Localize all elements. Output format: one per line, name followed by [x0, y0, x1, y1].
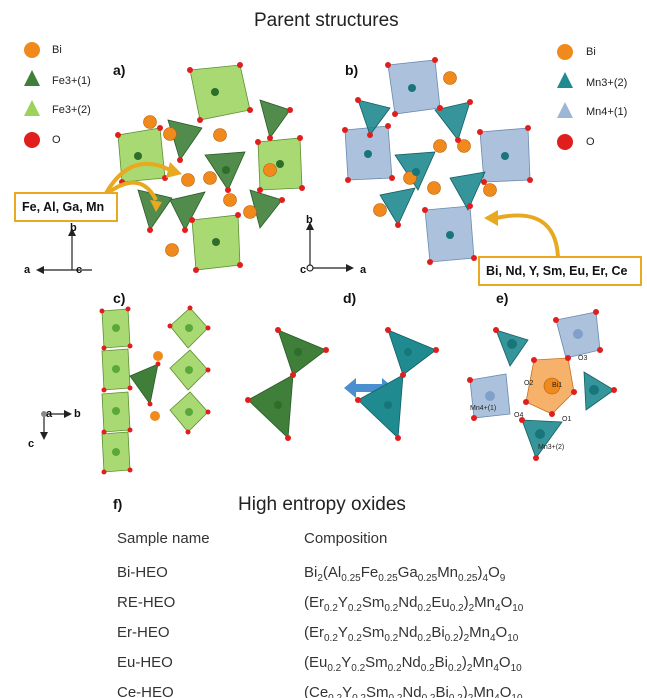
axis-c-c: c — [28, 438, 35, 450]
panel-a-structure — [115, 62, 305, 273]
legend-b-mn3: Mn3+(2) — [586, 77, 628, 89]
label-mn3: Mn3+(2) — [538, 444, 565, 451]
legend-a-o: O — [52, 134, 61, 146]
double-arrow-icon — [344, 378, 394, 398]
callout-a-elements: Fe, Al, Ga, Mn — [14, 192, 118, 222]
sample-name: Eu-HEO — [117, 654, 173, 671]
composition-formula: Bi2(Al0.25Fe0.25Ga0.25Mn0.25)4O9 — [304, 564, 506, 584]
legend-a-fe1: Fe3+(1) — [52, 75, 91, 87]
composition-formula: (Er0.2Y0.2Sm0.2Nd0.2Eu0.2)2Mn4O10 — [304, 594, 524, 614]
axis-b-b: b — [306, 214, 313, 226]
sample-name: Er-HEO — [117, 624, 170, 641]
panel-f-label: f) — [113, 496, 123, 512]
panel-c-label: c) — [113, 290, 126, 306]
label-o2: O2 — [524, 380, 534, 387]
fe2-octahedron-icon — [24, 100, 40, 116]
label-mn4: Mn4+(1) — [470, 405, 497, 412]
panel-d-label: d) — [343, 290, 357, 306]
label-o1: O1 — [562, 416, 572, 423]
fe1-tetrahedron-icon — [24, 70, 40, 86]
axes-c — [40, 410, 72, 440]
bi-atom-icon — [557, 44, 573, 60]
panel-b-structure — [342, 57, 533, 265]
oxygen-atom-icon — [24, 132, 40, 148]
axis-a-c: c — [76, 264, 83, 276]
label-o4: O4 — [514, 412, 524, 419]
legend-b-mn4: Mn4+(1) — [586, 106, 628, 118]
legend-a-symbols — [24, 42, 40, 148]
composition-formula: (Er0.2Y0.2Sm0.2Nd0.2Bi0.2)2Mn4O10 — [304, 624, 519, 644]
axes-b — [306, 222, 354, 272]
legend-b-symbols — [557, 44, 573, 150]
legend-a-bi: Bi — [52, 44, 62, 56]
label-o3: O3 — [578, 355, 588, 362]
axis-b-c: c — [300, 264, 307, 276]
axis-a-b: b — [70, 222, 77, 234]
legend-a-fe2: Fe3+(2) — [52, 104, 91, 116]
composition-formula: (Eu0.2Y0.2Sm0.2Nd0.2Bi0.2)2Mn4O10 — [304, 654, 522, 674]
oxygen-atom-icon — [557, 134, 573, 150]
panel-b-label: b) — [345, 62, 359, 78]
label-bi1: Bi1 — [552, 382, 563, 389]
callout-a-arrow — [103, 161, 182, 212]
axis-c-b: b — [74, 408, 81, 420]
sample-name: RE-HEO — [117, 594, 176, 611]
parent-structures-title: Parent structures — [254, 10, 399, 31]
panel-a-label: a) — [113, 62, 126, 78]
mn3-tetrahedron-icon — [557, 72, 573, 88]
callout-b-arrow — [484, 210, 560, 259]
panel-e-label: e) — [496, 290, 509, 306]
bi-atom-icon — [24, 42, 40, 58]
axis-b-a: a — [360, 264, 367, 276]
composition-formula: (Ce0.2Y0.2Sm0.2Nd0.2Bi0.2)2Mn4O10 — [304, 684, 523, 698]
mn4-octahedron-icon — [557, 102, 573, 118]
panel-d-fe-tetrahedra — [245, 327, 329, 441]
sample-name: Bi-HEO — [117, 564, 168, 581]
panel-c-structure — [99, 305, 211, 475]
callout-b-elements: Bi, Nd, Y, Sm, Eu, Er, Ce — [478, 256, 642, 286]
legend-b-bi: Bi — [586, 46, 596, 58]
sample-name: Ce-HEO — [117, 684, 174, 698]
axis-a-a: a — [24, 264, 31, 276]
panel-d-mn-tetrahedra — [355, 327, 439, 441]
axis-c-a: a — [46, 408, 53, 420]
hea-title: High entropy oxides — [238, 494, 406, 515]
column-header-sample: Sample name — [117, 530, 210, 547]
legend-b-o: O — [586, 136, 595, 148]
panel-e-bi-coordination — [467, 309, 617, 461]
column-header-composition: Composition — [304, 530, 388, 547]
axes-a — [36, 228, 92, 274]
